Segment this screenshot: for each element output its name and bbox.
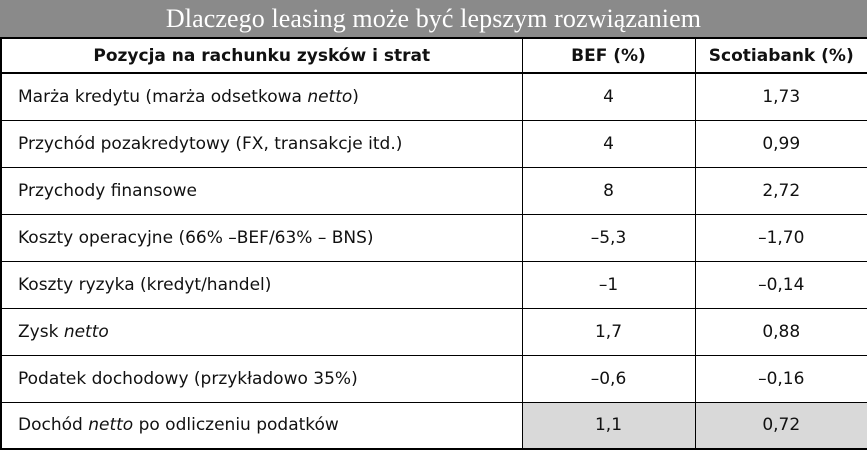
- row-label: Dochód netto po odliczeniu podatków: [0, 401, 523, 450]
- scotiabank-value: 2,72: [694, 166, 867, 215]
- bef-value: 1,7: [521, 307, 696, 356]
- table-row-total: Dochód netto po odliczeniu podatków 1,1 …: [0, 401, 867, 450]
- header-position: Pozycja na rachunku zysków i strat: [0, 39, 523, 74]
- row-label: Podatek dochodowy (przykładowo 35%): [0, 354, 523, 403]
- row-label: Marża kredytu (marża odsetkowa netto): [0, 72, 523, 121]
- header-scotiabank: Scotiabank (%): [694, 39, 867, 74]
- table-row: Koszty ryzyka (kredyt/handel) –1 –0,14: [0, 260, 867, 309]
- table-row: Zysk netto 1,7 0,88: [0, 307, 867, 356]
- bef-value: 4: [521, 119, 696, 168]
- bef-value: –0,6: [521, 354, 696, 403]
- row-label: Koszty ryzyka (kredyt/handel): [0, 260, 523, 309]
- bef-value: –5,3: [521, 213, 696, 262]
- row-label: Przychody finansowe: [0, 166, 523, 215]
- bef-value: 4: [521, 72, 696, 121]
- scotiabank-value: 0,72: [694, 401, 867, 450]
- scotiabank-value: –0,16: [694, 354, 867, 403]
- table-row: Marża kredytu (marża odsetkowa netto) 4 …: [0, 72, 867, 121]
- table-row: Koszty operacyjne (66% –BEF/63% – BNS) –…: [0, 213, 867, 262]
- row-label: Zysk netto: [0, 307, 523, 356]
- scotiabank-value: 0,88: [694, 307, 867, 356]
- table-header-row: Pozycja na rachunku zysków i strat BEF (…: [0, 39, 867, 74]
- scotiabank-value: 0,99: [694, 119, 867, 168]
- table-title: Dlaczego leasing może być lepszym rozwią…: [0, 0, 867, 39]
- header-bef: BEF (%): [521, 39, 696, 74]
- leasing-comparison-table: Pozycja na rachunku zysków i strat BEF (…: [0, 39, 867, 450]
- row-label: Przychód pozakredytowy (FX, transakcje i…: [0, 119, 523, 168]
- row-label: Koszty operacyjne (66% –BEF/63% – BNS): [0, 213, 523, 262]
- bef-value: 8: [521, 166, 696, 215]
- table-row: Przychód pozakredytowy (FX, transakcje i…: [0, 119, 867, 168]
- bef-value: 1,1: [521, 401, 696, 450]
- scotiabank-value: 1,73: [694, 72, 867, 121]
- bef-value: –1: [521, 260, 696, 309]
- table-row: Przychody finansowe 8 2,72: [0, 166, 867, 215]
- table-row: Podatek dochodowy (przykładowo 35%) –0,6…: [0, 354, 867, 403]
- scotiabank-value: –0,14: [694, 260, 867, 309]
- scotiabank-value: –1,70: [694, 213, 867, 262]
